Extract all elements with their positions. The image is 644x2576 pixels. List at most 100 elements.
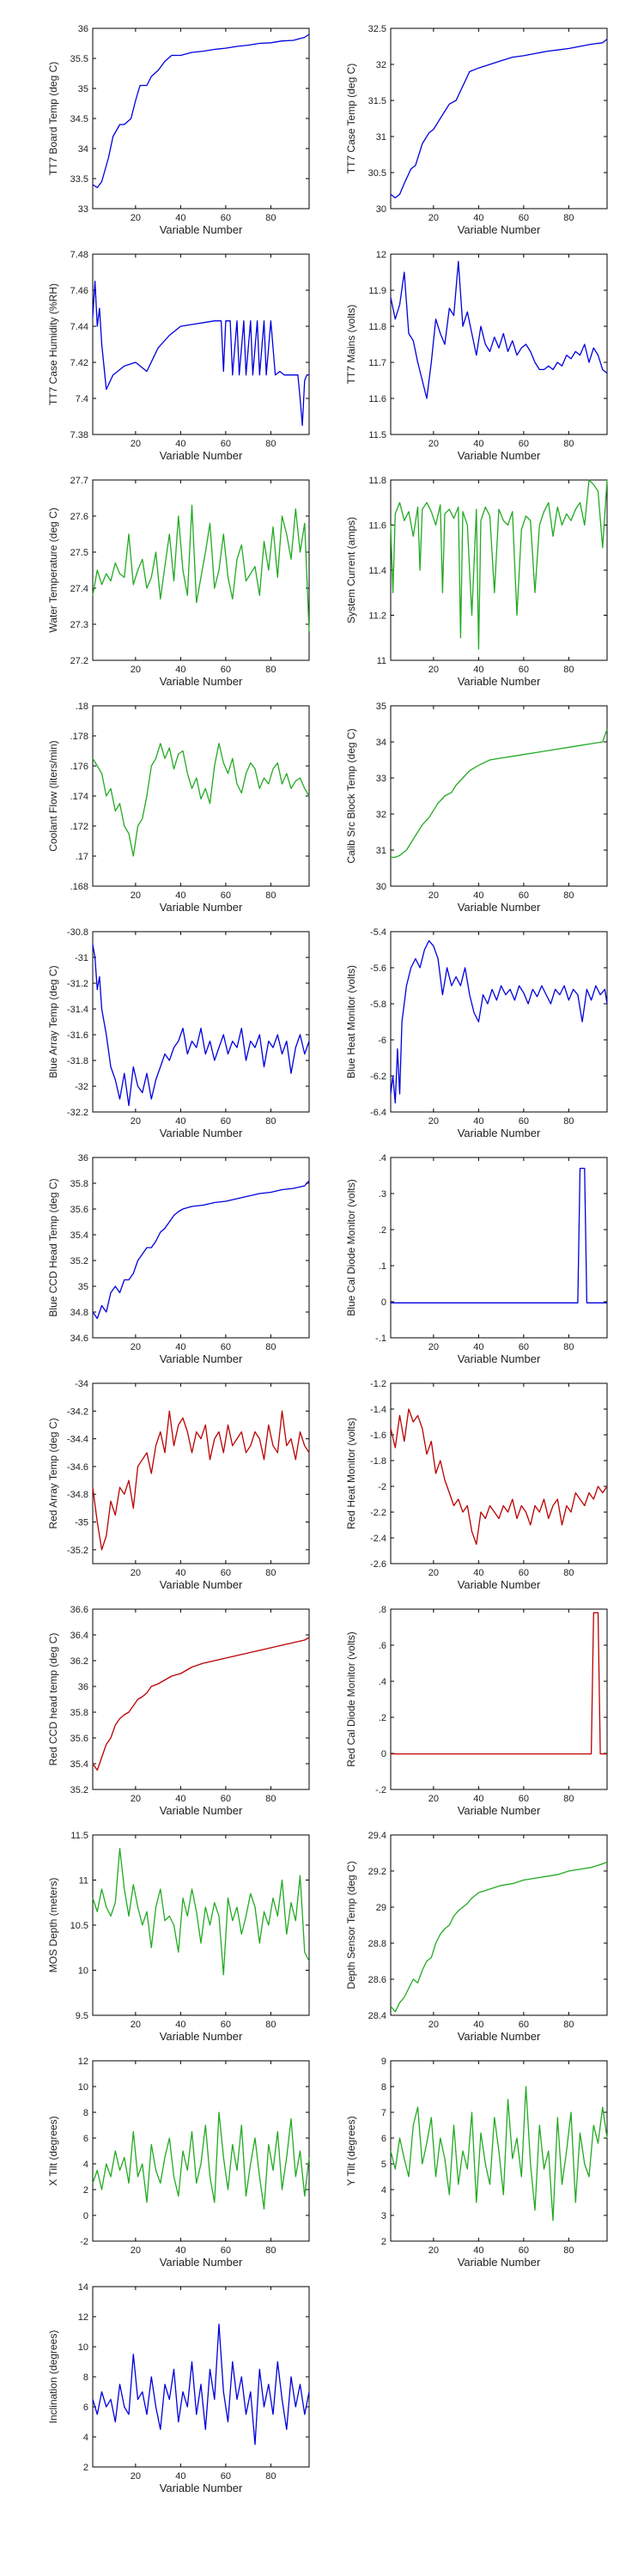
chart-10-y-tick-label: -6.4 [370,1108,386,1118]
chart-3-y-tick-label: 7.44 [70,322,88,332]
chart-15-x-tick-label: 20 [131,1794,141,1804]
chart-4-x-tick-label: 20 [428,439,439,449]
chart-15-y-tick-label: 36.4 [70,1631,88,1641]
chart-16-series-line [391,1612,607,1755]
chart-1-y-tick-label: 33.5 [70,174,88,185]
chart-16-y-axis-label: Red Cal Diode Monitor (volts) [345,1631,357,1766]
chart-17-y-tick-label: 9.5 [76,2011,88,2021]
chart-5-plot-frame [92,479,310,661]
chart-13-y-tick-label: -34.6 [67,1462,88,1473]
chart-3-x-tick-label: 40 [175,439,185,449]
chart-10-x-tick-label: 40 [473,1116,483,1127]
chart-15-x-tick-label: 60 [221,1794,231,1804]
chart-21-y-tick-label: 10 [78,2342,88,2353]
chart-16: -.2 0 .2 .4 .6 .8 20 40 60 80 Variable Number Red C… [345,1605,608,1817]
chart-1-plot-frame [92,27,310,210]
chart-4-series-line [390,260,608,399]
chart-6-y-tick-label: 11.2 [368,611,386,622]
chart-7-y-tick-label: .178 [70,732,88,742]
chart-8-x-tick-label: 80 [563,890,574,901]
chart-14-y-tick-label: -1.8 [370,1456,386,1467]
chart-11-x-tick-label: 60 [221,1342,231,1352]
chart-3-y-tick-label: 7.38 [70,430,88,440]
chart-20-x-tick-label: 20 [428,2245,439,2256]
chart-4-y-tick-label: 11.5 [368,430,386,440]
chart-21-y-tick-label: 4 [83,2433,88,2443]
chart-7-y-tick-label: .174 [70,792,88,802]
chart-13-y-tick-label: -34.4 [67,1435,88,1445]
chart-15-y-tick-label: 35.2 [70,1785,88,1795]
chart-16-y-tick-label: .4 [379,1677,386,1687]
chart-6-x-axis-label: Variable Number [458,675,541,688]
chart-15-plot-frame [92,1608,310,1790]
chart-21-y-tick-label: 12 [78,2312,88,2323]
chart-14-y-tick-label: -1.6 [370,1431,386,1441]
chart-18-series-line [390,1861,608,2013]
chart-14-series-line [390,1408,608,1546]
chart-7-y-tick-label: .176 [70,762,88,772]
chart-11-x-tick-label: 40 [175,1342,185,1352]
chart-7-y-axis-label: Coolant Flow (liters/min) [47,740,59,851]
chart-13-y-tick-label: -35 [75,1518,88,1528]
chart-12-y-tick-label: .4 [379,1153,386,1163]
chart-8-y-tick-label: 30 [376,882,386,892]
chart-12-x-tick-label: 40 [473,1342,483,1352]
chart-2-y-axis-label: TT7 Case Temp (deg C) [345,64,357,174]
chart-19-y-tick-label: -2 [80,2237,88,2247]
chart-13-x-tick-label: 80 [265,1568,276,1578]
chart-8-y-axis-label: Calib Src Block Temp (deg C) [345,728,357,863]
chart-20-y-axis-label: Y Tilt (degrees) [345,2116,357,2185]
chart-18-y-tick-label: 28.6 [368,1975,386,1985]
chart-15-y-tick-label: 36.2 [70,1656,88,1667]
chart-2-y-tick-label: 30 [376,204,386,215]
chart-16-y-tick-label: 0 [381,1749,386,1759]
chart-20-x-tick-label: 80 [563,2245,574,2256]
chart-17-y-tick-label: 10 [78,1966,88,1977]
chart-3-y-tick-label: 7.46 [70,286,88,296]
chart-7-y-tick-label: .172 [70,822,88,832]
chart-17: 9.5 10 10.5 11 11.5 20 40 60 80 Variable Number MO… [47,1831,310,2043]
chart-21-x-tick-label: 20 [131,2471,141,2482]
chart-8-series-line [391,729,608,859]
chart-7-x-axis-label: Variable Number [160,901,243,914]
chart-13-y-tick-label: -35.2 [67,1546,88,1556]
chart-20-y-tick-label: 6 [381,2134,386,2144]
chart-14-y-tick-label: -2.4 [370,1534,386,1544]
chart-8: 30 31 32 33 34 35 20 40 60 80 Variable Number Calib… [345,702,608,914]
chart-17-y-axis-label: MOS Depth (meters) [47,1878,59,1973]
chart-7-x-tick-label: 60 [221,890,231,901]
chart-12-y-tick-label: 0 [381,1297,386,1308]
chart-12-x-tick-label: 60 [519,1342,529,1352]
chart-5-x-tick-label: 80 [265,665,276,675]
chart-8-y-tick-label: 35 [376,702,386,712]
chart-19-series-line [92,2111,310,2210]
chart-11-x-tick-label: 20 [131,1342,141,1352]
chart-8-y-tick-label: 33 [376,774,386,784]
chart-21-x-tick-label: 40 [175,2471,185,2482]
chart-17-y-tick-label: 11 [79,1876,88,1886]
chart-7-x-tick-label: 20 [131,890,141,901]
chart-19-y-tick-label: 4 [83,2160,88,2170]
chart-20: 2 3 4 5 6 7 8 9 20 40 60 80 Variable Number Y Tilt (d… [345,2057,608,2269]
chart-5-y-tick-label: 27.4 [70,584,88,594]
chart-5-y-tick-label: 27.5 [70,548,88,558]
chart-1-y-tick-label: 35.5 [70,54,88,64]
chart-12: -.1 0 .1 .2 .3 .4 20 40 60 80 Variable Number Blue … [345,1153,608,1365]
chart-17-y-tick-label: 10.5 [70,1921,88,1931]
chart-11-y-tick-label: 35.8 [70,1179,88,1189]
chart-3: 7.38 7.4 7.42 7.44 7.46 7.48 20 40 60 80 Variable … [47,250,310,462]
chart-13-x-tick-label: 20 [131,1568,141,1578]
chart-9-y-tick-label: -31.6 [67,1030,88,1041]
chart-11-x-axis-label: Variable Number [160,1352,243,1365]
chart-3-series-line [92,280,309,427]
chart-3-x-tick-label: 60 [221,439,231,449]
chart-10-x-tick-label: 60 [519,1116,529,1127]
chart-17-x-axis-label: Variable Number [160,2030,243,2043]
chart-8-y-tick-label: 32 [376,810,386,820]
chart-12-x-axis-label: Variable Number [458,1352,541,1365]
chart-1-series-line [92,33,310,189]
chart-16-y-tick-label: .6 [379,1641,386,1651]
chart-7-y-tick-label: .18 [76,702,88,712]
chart-21-x-tick-label: 60 [221,2471,231,2482]
